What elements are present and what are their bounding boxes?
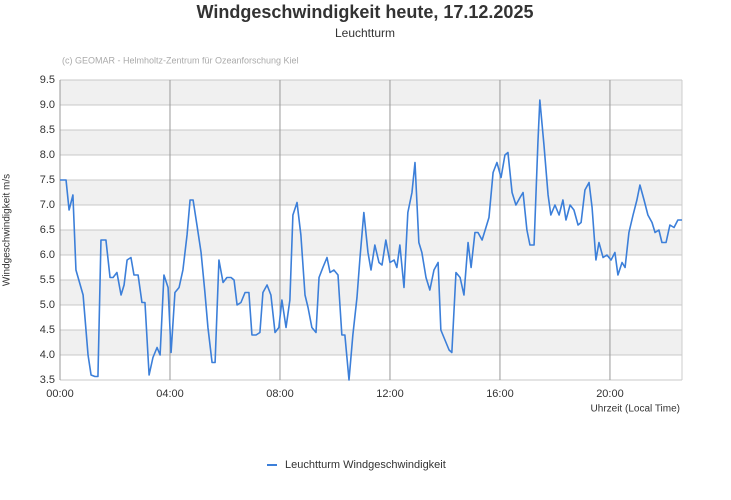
plot-band <box>60 230 682 255</box>
y-tick-label: 6.5 <box>40 224 55 236</box>
x-tick-label: 00:00 <box>46 388 74 400</box>
y-tick-label: 4.5 <box>40 324 55 336</box>
x-tick-label: 08:00 <box>266 388 294 400</box>
plot-band <box>60 180 682 205</box>
credit: (c) GEOMAR - Helmholtz-Zentrum für Ozean… <box>62 55 299 65</box>
chart-title: Windgeschwindigkeit heute, 17.12.2025 <box>197 2 534 22</box>
x-tick-label: 12:00 <box>376 388 404 400</box>
y-tick-label: 4.0 <box>40 349 55 361</box>
data-line <box>60 99 682 381</box>
y-tick-label: 6.0 <box>40 249 55 261</box>
x-tick-label: 04:00 <box>156 388 184 400</box>
chart-subtitle: Leuchtturm <box>335 26 395 40</box>
x-tick-label: 20:00 <box>596 388 624 400</box>
plot-band <box>60 80 682 105</box>
y-axis-label: Windgeschwindigkeit m/s <box>2 174 13 286</box>
plot-band <box>60 280 682 305</box>
plot-band <box>60 330 682 355</box>
y-tick-label: 5.5 <box>40 274 55 286</box>
y-tick-label: 7.5 <box>40 174 55 186</box>
y-tick-label: 5.0 <box>40 299 55 311</box>
x-tick-label: 16:00 <box>486 388 514 400</box>
y-tick-label: 3.5 <box>40 374 55 386</box>
y-tick-label: 8.5 <box>40 124 55 136</box>
legend-label: Leuchtturm Windgeschwindigkeit <box>285 459 446 471</box>
y-tick-label: 9.0 <box>40 99 55 111</box>
y-tick-label: 9.5 <box>40 74 55 86</box>
plot-bands <box>60 80 682 355</box>
plot-band <box>60 130 682 155</box>
x-axis-label: Uhrzeit (Local Time) <box>591 404 680 415</box>
y-tick-label: 8.0 <box>40 149 55 161</box>
y-tick-label: 7.0 <box>40 199 55 211</box>
